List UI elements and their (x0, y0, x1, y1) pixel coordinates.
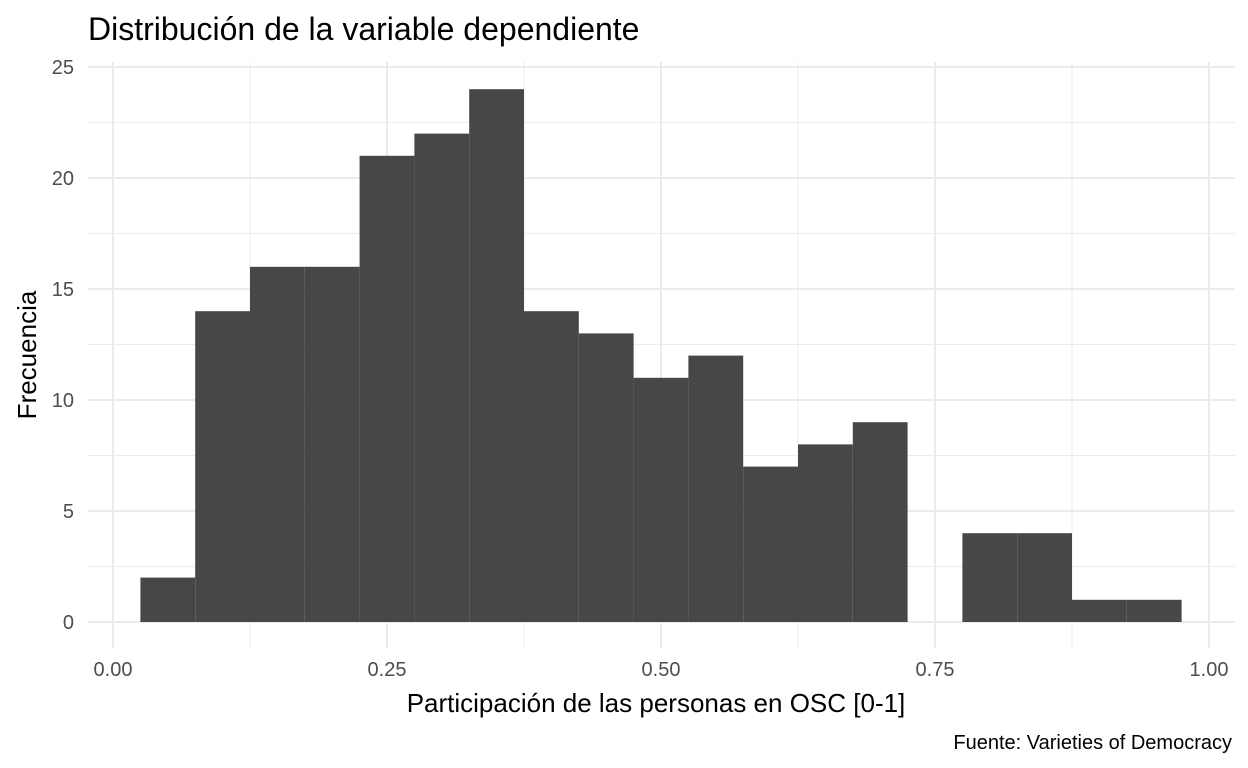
histogram-bar (1072, 599, 1127, 622)
x-tick-label: 0.00 (94, 659, 133, 681)
x-tick-label: 0.25 (368, 659, 407, 681)
y-tick-label: 25 (52, 57, 74, 79)
histogram-bar (1017, 533, 1072, 622)
histogram-bar (250, 266, 305, 622)
histogram-bar (1126, 599, 1182, 622)
y-tick-label: 0 (63, 612, 74, 634)
x-axis-ticks: 0.00 0.25 0.50 0.75 1.00 (94, 659, 1229, 681)
y-tick-label: 15 (52, 279, 74, 301)
chart-title: Distribución de la variable dependiente (88, 11, 639, 47)
x-tick-label: 0.50 (642, 659, 681, 681)
histogram-bar (852, 422, 908, 622)
histogram-bar (798, 444, 853, 622)
histogram-bar (140, 577, 196, 622)
histogram-bar (578, 333, 634, 622)
bars (140, 89, 1182, 623)
x-tick-label: 0.75 (916, 659, 955, 681)
histogram-bar (524, 311, 579, 622)
x-tick-label: 1.00 (1190, 659, 1229, 681)
y-axis-title: Frecuencia (12, 290, 42, 419)
chart-caption: Fuente: Varieties of Democracy (953, 732, 1232, 754)
histogram-bar (414, 133, 470, 622)
histogram-bar (469, 89, 524, 622)
histogram-bar (195, 311, 250, 622)
y-tick-label: 20 (52, 168, 74, 190)
y-axis-ticks: 0 5 10 15 20 25 (52, 57, 74, 634)
histogram-bar (359, 155, 415, 623)
histogram-bar (743, 466, 798, 622)
histogram-bar (962, 533, 1018, 622)
histogram-bar (688, 355, 744, 622)
y-tick-label: 5 (63, 501, 74, 523)
histogram-bar (304, 266, 360, 622)
y-tick-label: 10 (52, 390, 74, 412)
histogram-bar (633, 377, 689, 622)
x-axis-title: Participación de las personas en OSC [0-… (407, 688, 906, 718)
